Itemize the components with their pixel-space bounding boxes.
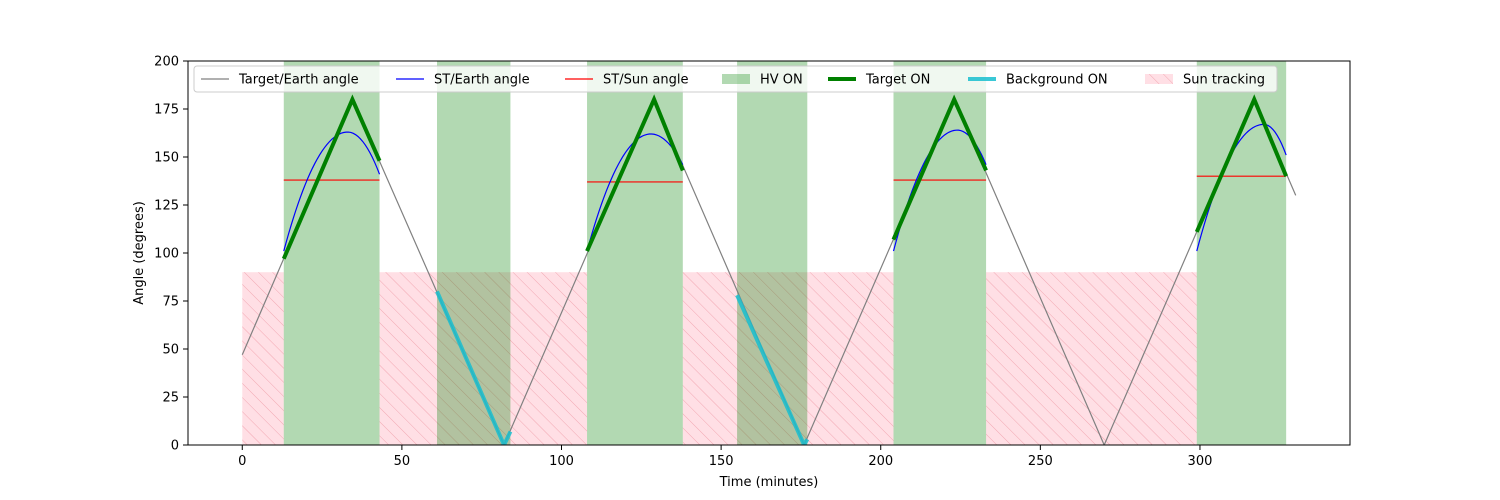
x-tick-label-50: 50 [394,454,411,469]
x-tick-label-0: 0 [238,454,246,469]
legend-label: Sun tracking [1183,73,1265,88]
legend-item-sun-tracking: Sun tracking [1145,73,1265,88]
series-layer [241,94,1297,445]
x-tick-label-250: 250 [1028,454,1053,469]
legend-item-background-on: Background ON [968,73,1108,88]
legend-label: HV ON [760,73,803,88]
hv-on-region-4 [893,61,987,445]
x-axis: 0 50 100 150 200 250 300 [238,445,1212,469]
series-target-on-2 [891,94,988,241]
series-target-on-0 [281,94,382,260]
y-axis: 0 25 50 75 100 125 150 175 200 [154,55,188,454]
sun-tracking-hatch-0 [242,272,284,445]
series-target-on-1 [585,94,685,252]
hv-on-region-5 [1196,61,1287,445]
legend-item-target-on: Target ON [828,73,930,88]
legend-label: Target ON [865,73,930,88]
y-tick-label-25: 25 [162,391,179,406]
series-st-earth-angle-0 [283,131,381,252]
y-axis-label: Angle (degrees) [132,201,147,305]
hv-on-region-3 [737,61,808,445]
y-tick-label-100: 100 [154,247,179,262]
hv-on-region-0 [283,61,380,445]
y-tick-label-175: 175 [154,103,179,118]
y-tick-label-200: 200 [154,55,179,70]
x-tick-label-150: 150 [709,454,734,469]
y-tick-label-150: 150 [154,151,179,166]
y-tick-label-50: 50 [162,343,179,358]
legend-item-hv-on: HV ON [722,73,803,88]
legend-swatch [722,74,750,84]
legend-swatch-hatch [1145,74,1173,84]
legend-item-target-earth: Target/Earth angle [201,73,359,88]
legend-label: Background ON [1006,73,1108,88]
legend-item-st-sun: ST/Sun angle [565,73,689,88]
hv-on-layer [283,61,1287,445]
sun-tracking-hatch-1 [379,272,588,445]
sun-tracking-hatch-3 [986,272,1197,445]
series-target-on-3 [1194,94,1289,233]
sun-tracking-hatch-2 [682,272,894,445]
y-tick-label-75: 75 [162,295,179,310]
sun-tracking-layer [242,272,1197,445]
x-axis-label: Time (minutes) [719,475,819,490]
legend-label: Target/Earth angle [238,73,359,88]
x-tick-label-300: 300 [1188,454,1213,469]
legend: Target/Earth angle ST/Earth angle ST/Sun a… [193,65,1278,93]
legend-label: ST/Sun angle [603,73,689,88]
x-tick-label-200: 200 [868,454,893,469]
hv-on-region-1 [437,61,511,445]
y-tick-label-125: 125 [154,199,179,214]
x-tick-label-100: 100 [549,454,574,469]
legend-frame [193,65,1278,93]
y-tick-label-0: 0 [171,439,179,454]
legend-item-st-earth: ST/Earth angle [396,73,530,88]
series-background-on-0 [435,290,513,445]
series-background-on-1 [735,294,810,445]
legend-label: ST/Earth angle [434,73,530,88]
hv-on-region-2 [587,61,683,445]
